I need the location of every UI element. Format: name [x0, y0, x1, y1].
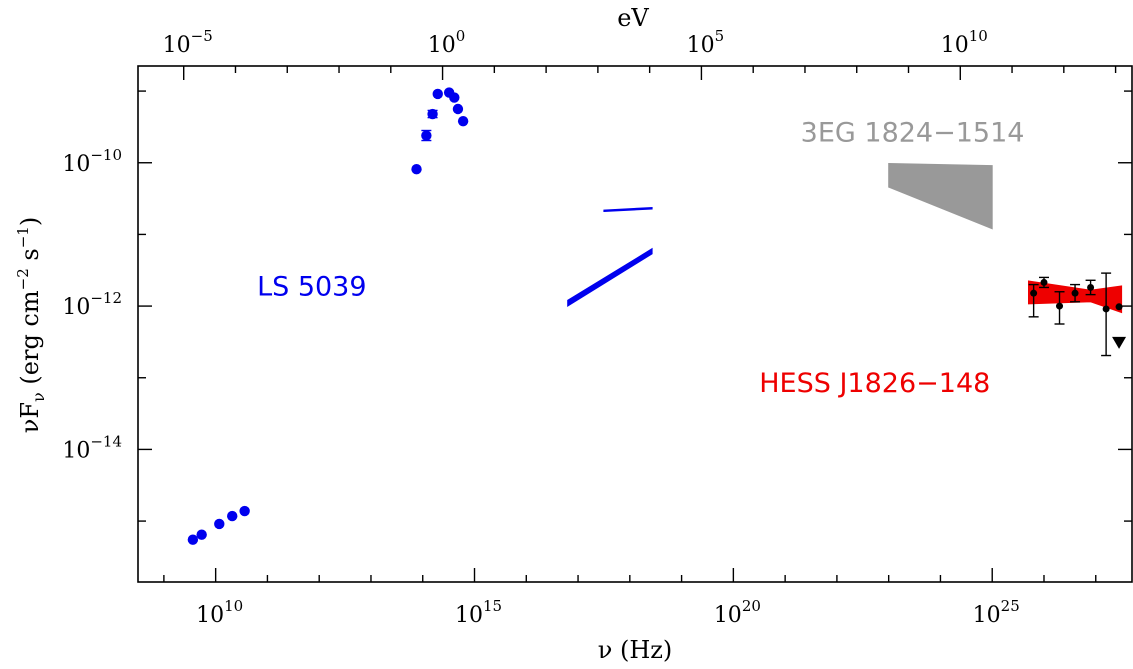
- y-axis-label-exp1: −2: [14, 268, 32, 290]
- x-tick-label: 1015: [455, 597, 502, 628]
- data-point-5: [1102, 305, 1110, 313]
- data-point-0: [452, 103, 464, 115]
- data-point-5: [1087, 283, 1095, 291]
- data-point-5: [1115, 303, 1123, 311]
- band-1: [567, 247, 653, 307]
- upper-limit-marker: [1112, 336, 1127, 349]
- annotation-2: HESS J1826−148: [759, 368, 990, 399]
- y-axis-label-main: νF: [16, 402, 44, 433]
- data-point-0: [457, 115, 469, 127]
- plot-frame: [137, 65, 1133, 583]
- top-tick-label: 10−5: [163, 27, 213, 58]
- x-tick-label: 1010: [196, 597, 243, 628]
- band-2: [603, 206, 653, 213]
- data-point-0: [421, 130, 432, 141]
- points-layer: [187, 87, 1127, 545]
- data-point-0: [239, 505, 250, 517]
- y-axis-label-close: ): [16, 217, 44, 226]
- data-point-0: [214, 518, 225, 530]
- data-point-0: [449, 92, 460, 103]
- data-point-0: [187, 534, 199, 545]
- y-tick-label: 10−14: [62, 432, 122, 463]
- data-point-0: [427, 108, 438, 120]
- top-tick-label: 100: [428, 27, 466, 58]
- ticks-layer: [138, 66, 1132, 582]
- y-tick-label: 10−10: [62, 146, 122, 177]
- x-tick-label: 1020: [714, 597, 761, 628]
- data-point-5: [1040, 278, 1048, 286]
- annotation-0: LS 5039: [257, 271, 366, 302]
- bands-layer: [567, 162, 1123, 314]
- data-point-5: [1056, 302, 1064, 310]
- y-axis-label-mid: s: [16, 248, 44, 268]
- band-3: [888, 162, 993, 230]
- top-tick-label: 1010: [941, 27, 988, 58]
- labels-layer: 1010 1015 1020 1025 10−5 100 105 1010 10−10 10−12…: [62, 27, 1024, 628]
- y-axis-label-sub: ν: [29, 392, 48, 402]
- top-axis-label: eV: [617, 4, 649, 32]
- data-point-5: [1071, 289, 1079, 297]
- y-axis-label-exp2: −1: [14, 226, 32, 248]
- annotation-1: 3EG 1824−1514: [801, 117, 1025, 148]
- y-axis-label-units: (erg cm: [16, 290, 44, 384]
- data-point-0: [227, 510, 238, 522]
- data-point-0: [432, 88, 443, 100]
- x-tick-label: 1025: [973, 597, 1020, 628]
- x-axis-label: ν (Hz): [598, 636, 673, 664]
- top-tick-label: 105: [687, 27, 725, 58]
- data-point-0: [196, 529, 207, 540]
- data-point-5: [1030, 289, 1038, 297]
- y-axis-label: νFν (erg cm−2 s−1): [14, 217, 48, 433]
- y-tick-label: 10−12: [62, 289, 122, 320]
- data-point-0: [411, 164, 422, 175]
